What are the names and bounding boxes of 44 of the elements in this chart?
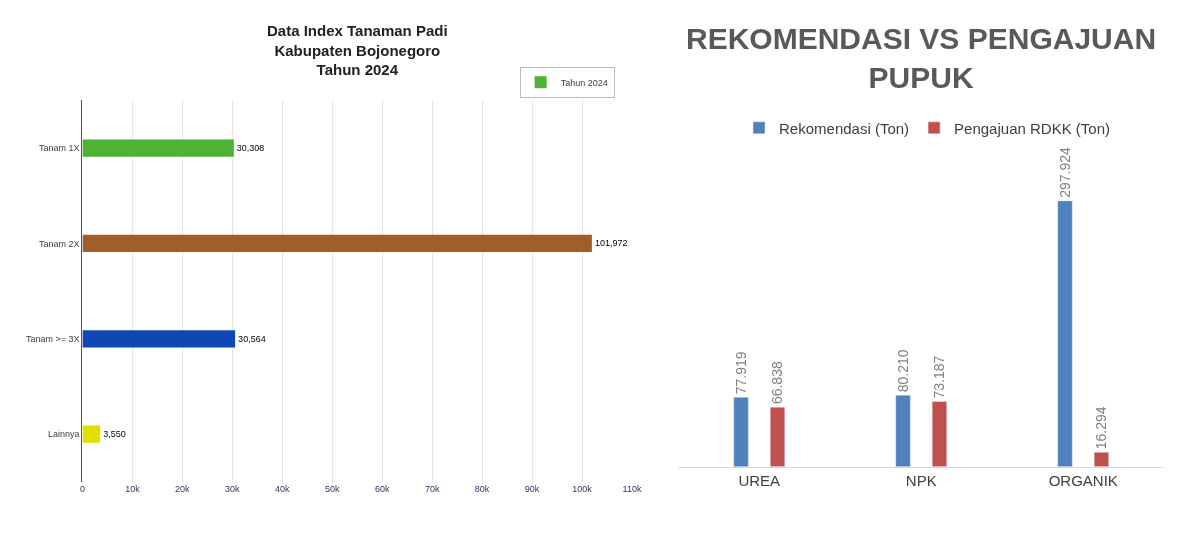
x-tick-label: 10k	[125, 483, 141, 494]
data-label: 30,564	[238, 333, 266, 344]
x-tick-label: ORGANIK	[1048, 471, 1118, 489]
y-tick-label: Tanam 1X	[39, 143, 80, 154]
x-tick-label: 40k	[275, 483, 291, 494]
bar	[82, 234, 592, 253]
data-label: 73.187	[931, 355, 948, 399]
data-label: 80.210	[895, 349, 912, 393]
x-tick-label: 50k	[324, 483, 340, 494]
bar	[895, 394, 911, 467]
data-label: 297.924	[1057, 146, 1074, 198]
x-tick-label: 30k	[225, 483, 241, 494]
x-tick-label: 80k	[474, 483, 490, 494]
x-tick-label: UREA	[738, 471, 781, 489]
x-tick-label: 70k	[424, 483, 440, 494]
y-tick-label: Lainnya	[48, 429, 80, 440]
chart-title: REKOMENDASI VS PENGAJUAN PUPUK	[686, 22, 1157, 94]
x-tick-label: NPK	[905, 471, 937, 489]
chart-title: Data Index Tanaman Padi Kabupaten Bojonegoro Tahun 2024	[267, 22, 448, 78]
bar	[769, 406, 786, 467]
bar	[82, 139, 234, 157]
data-label: 30,308	[236, 143, 265, 154]
x-tick-label: 110k	[622, 483, 642, 494]
y-tick-label: Tanam 2X	[39, 238, 80, 249]
data-label: 77.919	[733, 351, 750, 395]
legend-label: Pengajuan RDKK (Ton)	[954, 119, 1111, 137]
data-label: 101,972	[594, 238, 628, 249]
x-tick-label: 90k	[524, 483, 540, 494]
bar	[1093, 452, 1109, 467]
bar	[82, 425, 101, 443]
x-tick-label: 20k	[175, 483, 191, 494]
data-label: 3,550	[103, 429, 126, 440]
y-tick-label: Tanam >= 3X	[26, 333, 80, 344]
x-tick-label: 0	[79, 483, 85, 494]
legend-label: Tahun 2024	[560, 77, 608, 88]
x-tick-label: 60k	[374, 483, 390, 494]
x-tick-label: 100k	[572, 483, 593, 494]
data-label: 66.838	[769, 361, 786, 405]
bar	[931, 401, 948, 467]
bar	[1057, 200, 1073, 467]
legend-label: Rekomendasi (Ton)	[779, 119, 910, 137]
data-label: 16.294	[1093, 406, 1110, 450]
bar	[733, 396, 749, 467]
bar	[82, 330, 236, 348]
